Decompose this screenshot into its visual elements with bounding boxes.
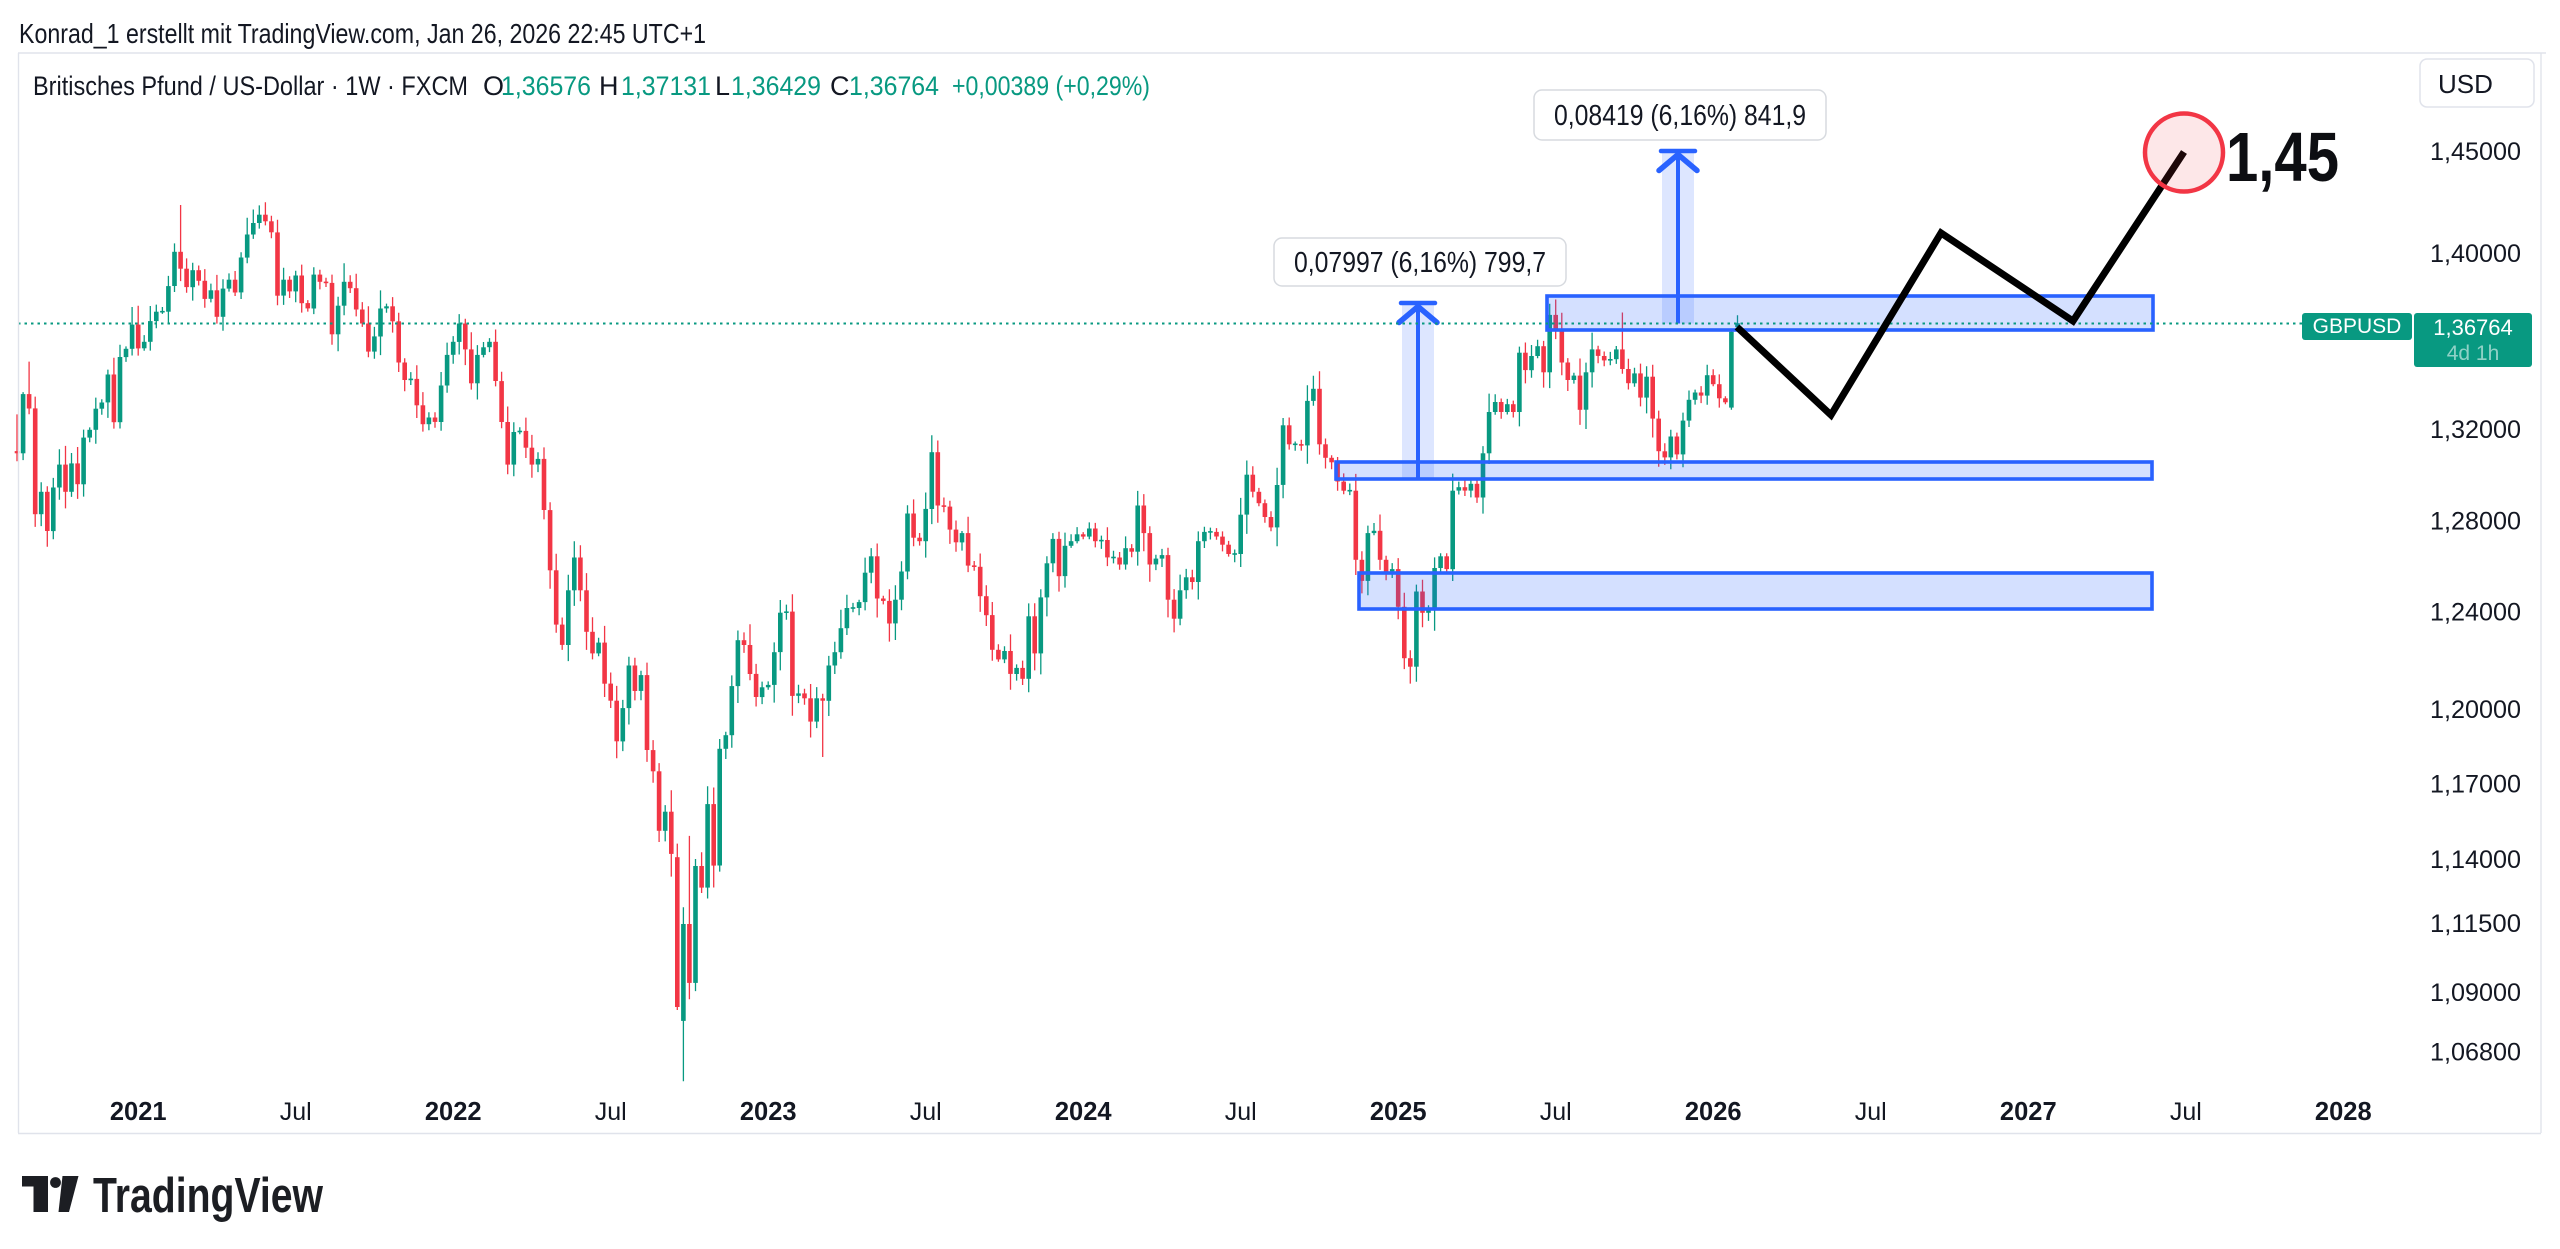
svg-text:2028: 2028: [2315, 1098, 2372, 1126]
svg-text:2022: 2022: [425, 1098, 482, 1126]
svg-text:O: O: [483, 71, 504, 101]
svg-text:1,14000: 1,14000: [2430, 846, 2521, 874]
svg-text:2021: 2021: [110, 1098, 167, 1126]
svg-text:L: L: [715, 71, 730, 101]
svg-text:1,17000: 1,17000: [2430, 771, 2521, 799]
svg-text:1,06800: 1,06800: [2430, 1039, 2521, 1067]
svg-text:4d 1h: 4d 1h: [2447, 342, 2500, 365]
svg-text:TradingView: TradingView: [93, 1169, 324, 1223]
svg-text:USD: USD: [2438, 69, 2493, 99]
svg-text:Jul: Jul: [280, 1098, 312, 1126]
svg-text:1,36576: 1,36576: [501, 71, 591, 101]
svg-text:H: H: [599, 71, 619, 101]
svg-text:Jul: Jul: [1225, 1098, 1257, 1126]
svg-text:Jul: Jul: [1855, 1098, 1887, 1126]
svg-text:+0,00389 (+0,29%): +0,00389 (+0,29%): [952, 71, 1150, 101]
svg-text:Konrad_1 erstellt mit TradingV: Konrad_1 erstellt mit TradingView.com, J…: [19, 18, 706, 49]
svg-text:2025: 2025: [1370, 1098, 1427, 1126]
svg-text:1,09000: 1,09000: [2430, 979, 2521, 1007]
svg-text:2026: 2026: [1685, 1098, 1742, 1126]
svg-text:1,36764: 1,36764: [2433, 315, 2513, 340]
svg-text:2024: 2024: [1055, 1098, 1113, 1126]
svg-text:Jul: Jul: [2170, 1098, 2202, 1126]
svg-text:0,08419 (6,16%) 841,9: 0,08419 (6,16%) 841,9: [1554, 100, 1806, 132]
svg-text:Jul: Jul: [1540, 1098, 1572, 1126]
svg-text:Jul: Jul: [910, 1098, 942, 1126]
svg-text:1,24000: 1,24000: [2430, 599, 2521, 627]
svg-text:1,36429: 1,36429: [731, 71, 821, 101]
svg-text:1,20000: 1,20000: [2430, 696, 2521, 724]
svg-text:2023: 2023: [740, 1098, 797, 1126]
svg-text:0,07997 (6,16%) 799,7: 0,07997 (6,16%) 799,7: [1294, 247, 1546, 279]
svg-text:1,11500: 1,11500: [2430, 910, 2521, 938]
svg-text:Jul: Jul: [595, 1098, 627, 1126]
svg-text:C: C: [830, 71, 850, 101]
svg-text:1,37131: 1,37131: [621, 71, 711, 101]
svg-text:1,28000: 1,28000: [2430, 508, 2521, 536]
svg-text:1,40000: 1,40000: [2430, 240, 2521, 268]
svg-text:Britisches Pfund / US-Dollar ·: Britisches Pfund / US-Dollar · 1W · FXCM: [33, 71, 468, 101]
svg-text:GBPUSD: GBPUSD: [2313, 315, 2402, 338]
svg-text:1,45: 1,45: [2226, 118, 2339, 196]
svg-text:2027: 2027: [2000, 1098, 2057, 1126]
svg-text:1,36764: 1,36764: [849, 71, 939, 101]
svg-text:1,45000: 1,45000: [2430, 138, 2521, 166]
svg-text:1,32000: 1,32000: [2430, 416, 2521, 444]
